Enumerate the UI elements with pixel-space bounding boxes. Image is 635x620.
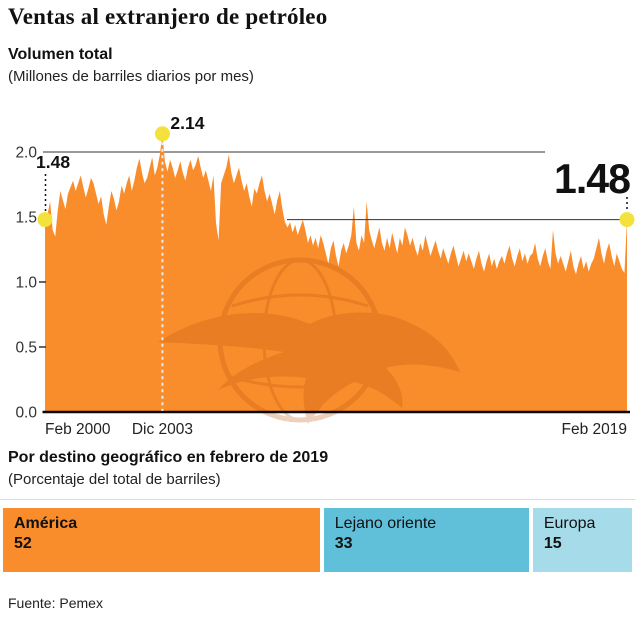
bar-segment-label: Lejano oriente — [334, 515, 437, 532]
y-axis-label: 0.5 — [15, 340, 37, 357]
page-title: Ventas al extranjero de petróleo — [8, 4, 328, 29]
bar-segment-europa: Europa 15 — [532, 508, 633, 572]
annotation-current-value: 1.48 — [554, 155, 631, 202]
y-axis-label: 2.0 — [15, 145, 37, 162]
y-axis-label: 1.0 — [15, 275, 37, 292]
chart-subtitle: Volumen total — [8, 46, 113, 63]
area-chart-svg: 2.0 1.5 1.0 0.5 0.0 Feb 2000 Dic 2003 Feb 2019 1… — [15, 113, 635, 438]
x-axis-label: Feb 2000 — [45, 421, 111, 438]
bar-segment-lejano-oriente: Lejano oriente 33 — [323, 508, 529, 572]
x-axis-label: Dic 2003 — [132, 421, 193, 438]
volume-area-chart: 2.0 1.5 1.0 0.5 0.0 Feb 2000 Dic 2003 Feb 2019 1… — [0, 100, 635, 448]
section-divider — [0, 499, 635, 500]
y-axis-label: 1.5 — [15, 210, 37, 227]
bar-segment-america: América 52 — [3, 508, 320, 572]
data-point-marker — [619, 212, 635, 228]
section2-note: (Porcentaje del total de barriles) — [8, 471, 221, 488]
bar-segment-label: América — [14, 515, 78, 532]
globe-eagle-watermark-icon — [158, 257, 460, 424]
x-axis-label: Feb 2019 — [562, 421, 628, 438]
source-credit: Fuente: Pemex — [8, 595, 103, 611]
chart-unit-note: (Millones de barriles diarios por mes) — [8, 68, 254, 85]
annotation-start-value: 1.48 — [36, 152, 70, 172]
bar-segment-value: 52 — [14, 535, 32, 552]
annotation-peak-value: 2.14 — [170, 113, 204, 133]
destination-bar-chart: América 52 Lejano oriente 33 Europa 15 — [3, 508, 633, 572]
bar-segment-value: 15 — [543, 535, 562, 552]
volume-area-series — [45, 133, 627, 413]
section2-title: Por destino geográfico en febrero de 201… — [8, 449, 329, 466]
data-point-marker — [37, 212, 53, 228]
bar-segment-value: 33 — [334, 535, 353, 552]
data-point-marker — [154, 126, 170, 142]
y-axis-label: 0.0 — [15, 405, 37, 422]
bar-segment-label: Europa — [543, 515, 596, 532]
